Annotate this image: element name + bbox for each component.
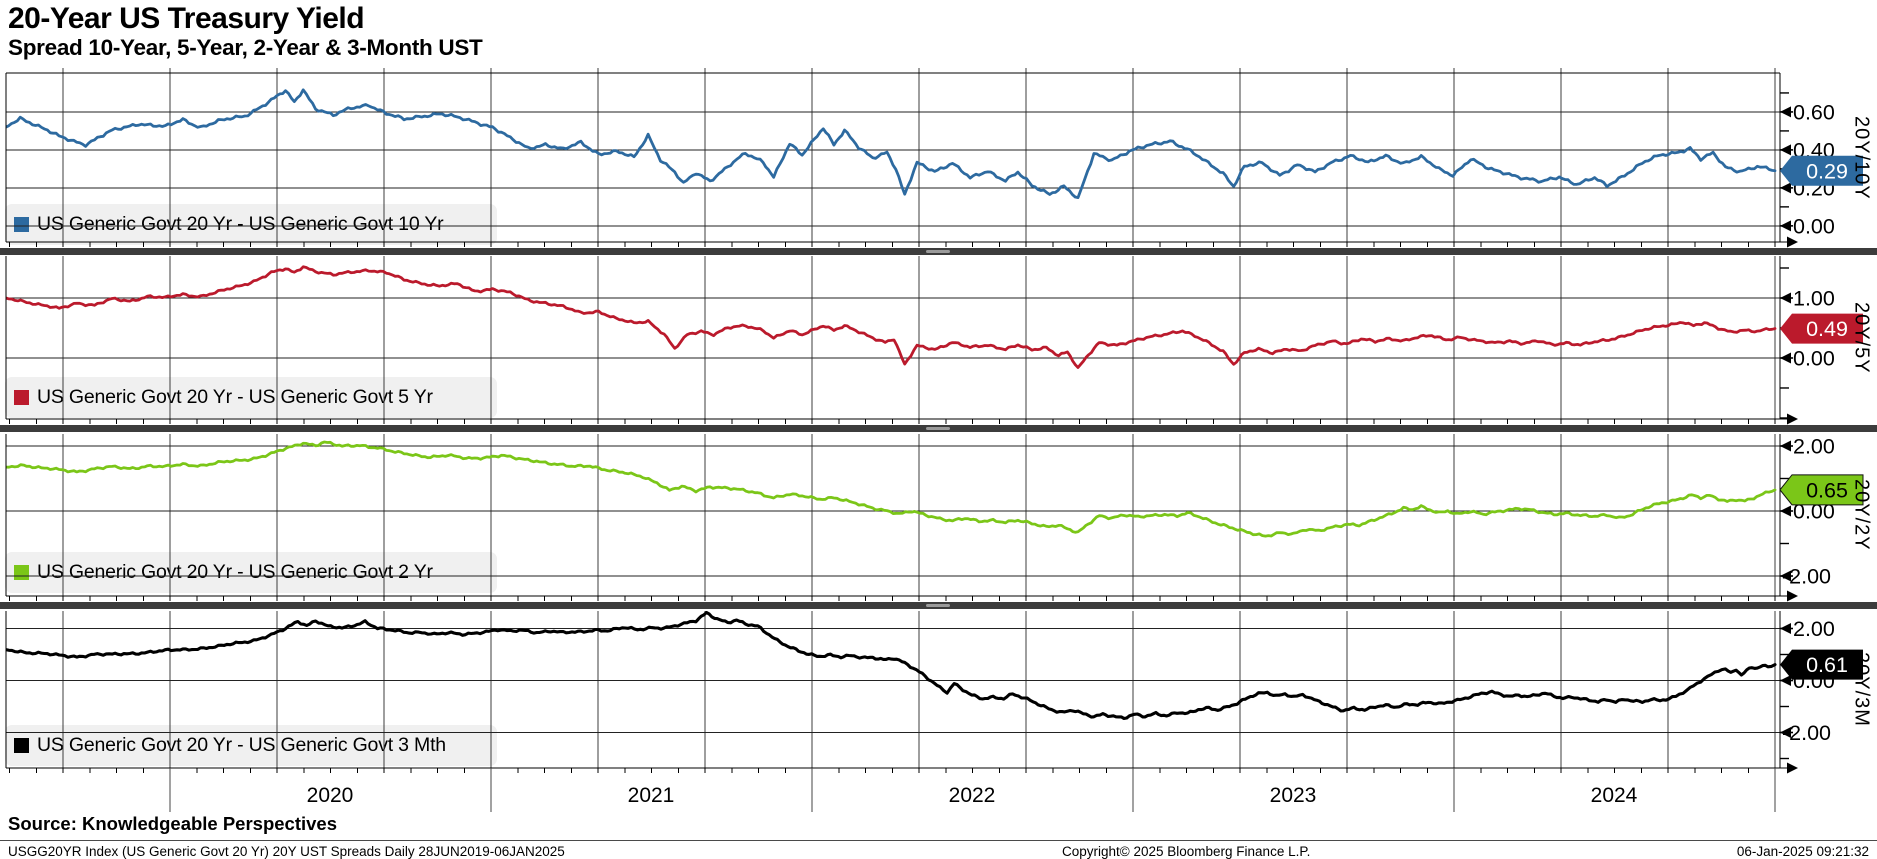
axis-end-arrow-icon xyxy=(1787,236,1798,248)
tick-arrow-icon xyxy=(1780,570,1791,582)
tick-arrow-icon xyxy=(1780,675,1791,687)
tick-arrow-icon xyxy=(1780,106,1791,118)
y-tick-label: 1.00 xyxy=(1793,286,1835,310)
panel-divider-handle[interactable] xyxy=(0,602,1877,609)
axis-end-arrow-icon xyxy=(1787,413,1798,425)
y-tick-label: 0.20 xyxy=(1793,176,1835,200)
legend-label: US Generic Govt 20 Yr - US Generic Govt … xyxy=(37,386,433,408)
axis-title-20y-5y: 20Y/5Y xyxy=(1850,301,1873,374)
page-subtitle: Spread 10-Year, 5-Year, 2-Year & 3-Month… xyxy=(8,35,483,60)
tick-arrow-icon xyxy=(1780,292,1791,304)
y-tick-label: -2.00 xyxy=(1782,565,1831,589)
tick-arrow-icon xyxy=(1780,352,1791,364)
x-tick-2023: 2023 xyxy=(1269,784,1317,807)
page-title: 20-Year US Treasury Yield xyxy=(8,2,365,35)
source-text: Source: Knowledgeable Perspectives xyxy=(8,813,338,834)
y-tick-label: 0.40 xyxy=(1793,138,1835,162)
y-tick-label: 0.00 xyxy=(1793,346,1835,370)
copyright-text: Copyright© 2025 Bloomberg Finance L.P. xyxy=(1062,844,1311,859)
legend-swatch-red-icon xyxy=(14,390,29,405)
y-tick-label: 2.00 xyxy=(1793,434,1835,458)
axis-end-arrow-icon xyxy=(1787,590,1798,602)
tick-arrow-icon xyxy=(1780,182,1791,194)
badge-value: 0.65 xyxy=(1806,478,1848,502)
badge-value: 0.49 xyxy=(1806,317,1848,341)
series-line-20y-2y xyxy=(6,440,1777,538)
y-tick-label: 0.00 xyxy=(1793,500,1835,524)
series-line-20y-3m xyxy=(6,611,1777,721)
ticker-info-text: USGG20YR Index (US Generic Govt 20 Yr) 2… xyxy=(8,844,565,859)
legend-label: US Generic Govt 20 Yr - US Generic Govt … xyxy=(37,734,446,756)
timestamp-text: 06-Jan-2025 09:21:32 xyxy=(1736,844,1869,859)
divider-grip-icon xyxy=(926,250,950,253)
axis-end-arrow-icon xyxy=(1787,762,1798,774)
footer-divider xyxy=(0,840,1877,841)
series-line-20y-5y xyxy=(6,265,1777,369)
legend-label: US Generic Govt 20 Yr - US Generic Govt … xyxy=(37,561,433,583)
x-tick-2024: 2024 xyxy=(1590,784,1638,807)
series-line-20y-10y xyxy=(6,88,1777,199)
divider-grip-icon xyxy=(926,604,950,607)
legend-swatch-green-icon xyxy=(14,565,29,580)
legend-20y-2y[interactable]: US Generic Govt 20 Yr - US Generic Govt … xyxy=(5,552,497,593)
y-tick-label: 2.00 xyxy=(1793,617,1835,641)
axis-title-20y-10y: 20Y/10Y xyxy=(1850,115,1873,200)
axis-title-20y-3m: 20Y/3M xyxy=(1850,652,1873,727)
y-tick-label: -2.00 xyxy=(1782,721,1831,745)
y-tick-label: 0.00 xyxy=(1793,669,1835,693)
panel-divider-handle[interactable] xyxy=(0,248,1877,255)
legend-swatch-black-icon xyxy=(14,738,29,753)
legend-swatch-blue-icon xyxy=(14,217,29,232)
legend-label: US Generic Govt 20 Yr - US Generic Govt … xyxy=(37,213,444,235)
divider-grip-icon xyxy=(926,427,950,430)
axis-title-20y-2y: 20Y/2Y xyxy=(1850,479,1873,551)
tick-arrow-icon xyxy=(1780,220,1791,232)
y-tick-label: 0.60 xyxy=(1793,100,1835,124)
x-tick-2020: 2020 xyxy=(306,784,354,807)
x-tick-2022: 2022 xyxy=(948,784,996,807)
y-tick-label: 0.00 xyxy=(1793,214,1835,238)
tick-arrow-icon xyxy=(1780,144,1791,156)
tick-arrow-icon xyxy=(1780,440,1791,452)
legend-20y-5y[interactable]: US Generic Govt 20 Yr - US Generic Govt … xyxy=(5,377,497,418)
legend-20y-10y[interactable]: US Generic Govt 20 Yr - US Generic Govt … xyxy=(5,204,497,245)
tick-arrow-icon xyxy=(1780,622,1791,634)
tick-arrow-icon xyxy=(1780,727,1791,739)
badge-value: 0.29 xyxy=(1806,159,1848,183)
tick-arrow-icon xyxy=(1780,505,1791,517)
panel-divider-handle[interactable] xyxy=(0,425,1877,432)
badge-value: 0.61 xyxy=(1806,653,1848,677)
legend-20y-3m[interactable]: US Generic Govt 20 Yr - US Generic Govt … xyxy=(5,725,497,766)
x-tick-2021: 2021 xyxy=(627,784,675,807)
